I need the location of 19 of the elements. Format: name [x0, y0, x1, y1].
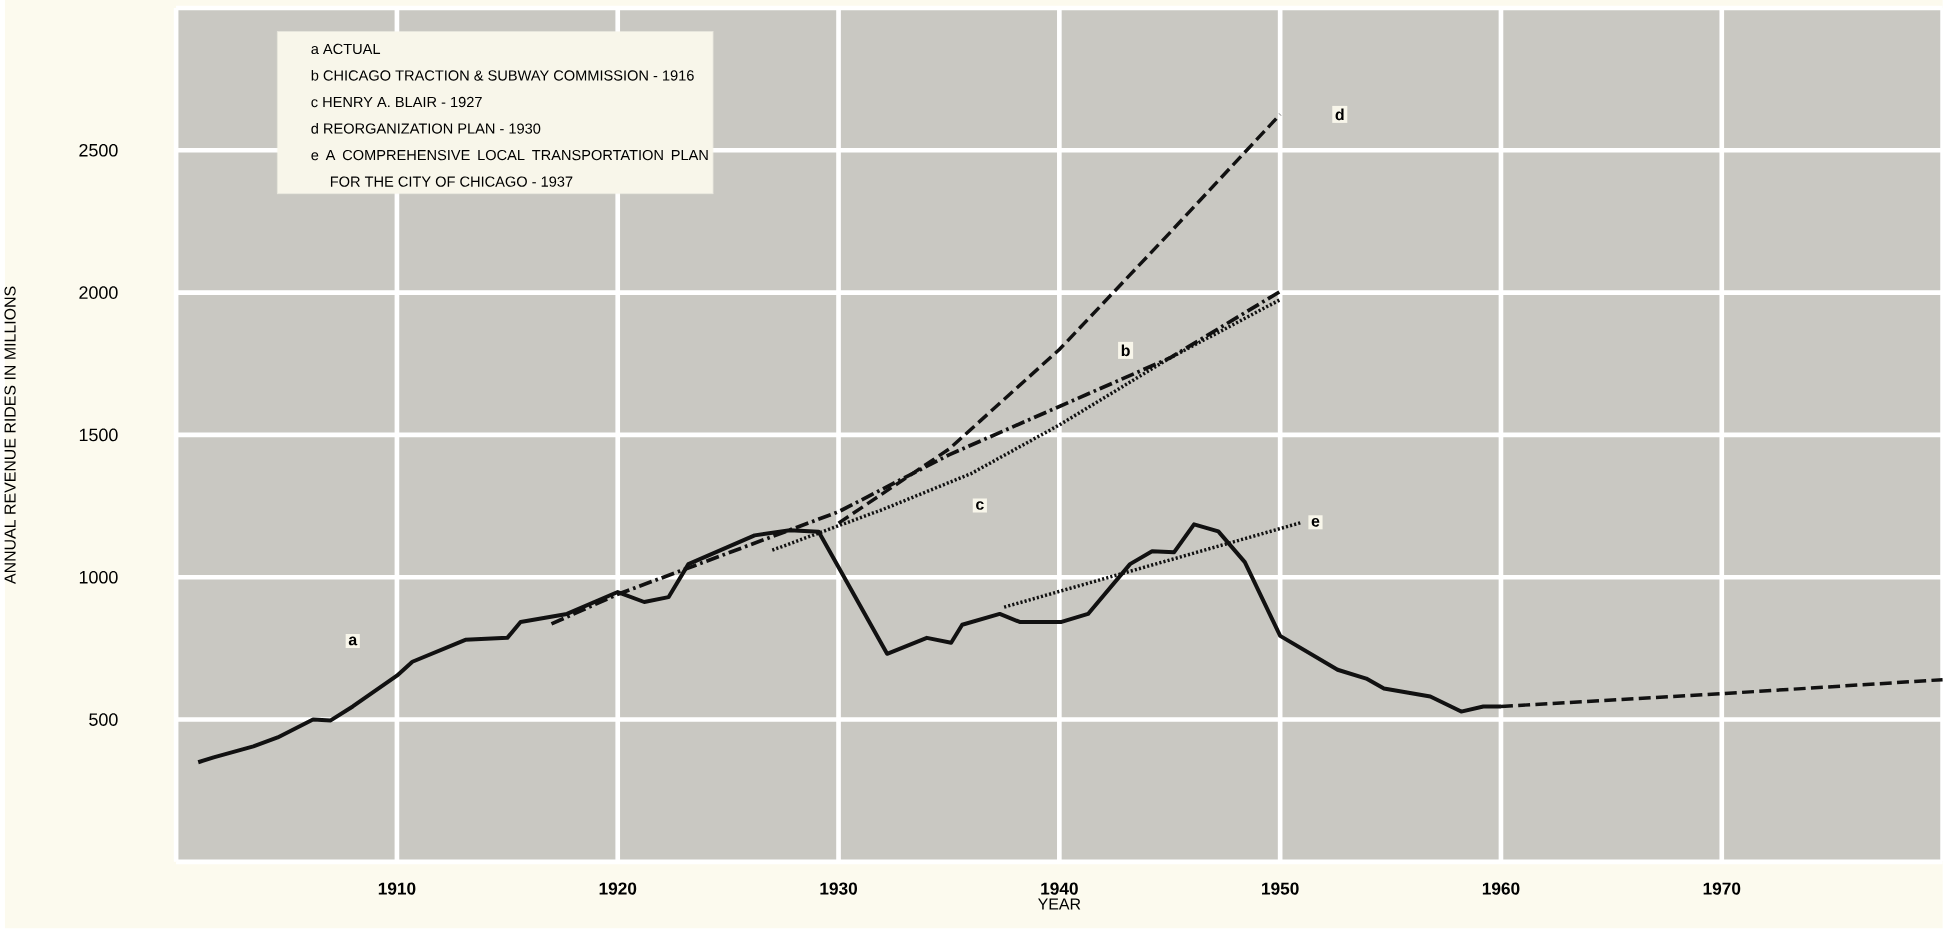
x-tick-label: 1930	[820, 882, 858, 895]
y-axis-title: ANNUAL REVENUE RIDES IN MILLIONS	[4, 286, 16, 585]
annotation: b	[1121, 344, 1130, 357]
x-tick-label: 1950	[1262, 882, 1299, 895]
annotation: e	[1311, 518, 1320, 527]
annotation: c	[976, 501, 984, 511]
x-axis-title: YEAR	[1038, 898, 1081, 910]
annotation: d	[1335, 108, 1344, 121]
y-tick-label: 1500	[79, 428, 118, 442]
y-tick-label: 2500	[79, 144, 118, 157]
y-tick-label: 2000	[79, 286, 118, 300]
x-tick-label: 1920	[599, 882, 637, 895]
x-tick-label: 1970	[1703, 882, 1741, 895]
x-tick-label: 1960	[1482, 882, 1520, 895]
x-tick-label: 1910	[378, 882, 416, 895]
annotation: a	[348, 636, 358, 646]
x-tick-label: 1940	[1041, 882, 1078, 895]
y-tick-label: 500	[89, 713, 118, 727]
y-tick-label: 1000	[79, 571, 118, 584]
